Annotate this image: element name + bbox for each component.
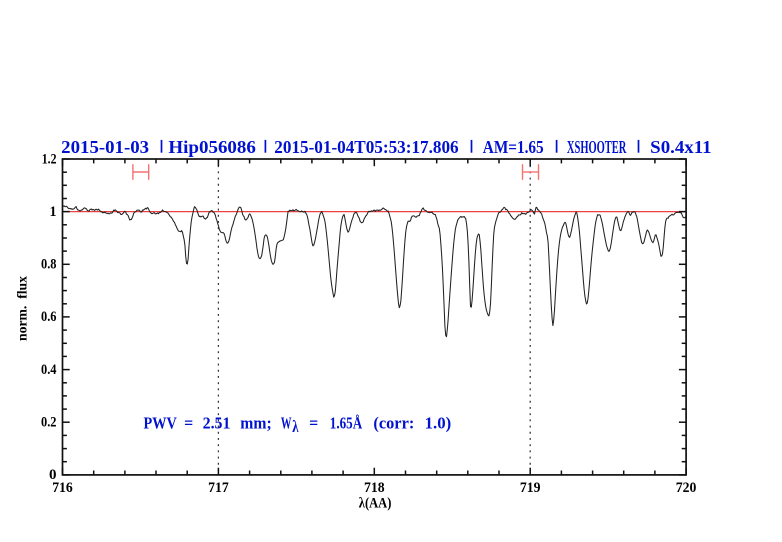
svg-text:1.2: 1.2	[42, 151, 57, 167]
svg-text:2.51: 2.51	[203, 414, 231, 433]
svg-text:0: 0	[49, 467, 57, 483]
svg-text:PWV: PWV	[144, 414, 177, 433]
svg-text:(corr:: (corr:	[373, 414, 414, 433]
svg-text:XSHOOTER: XSHOOTER	[567, 137, 627, 157]
svg-text:0.8: 0.8	[41, 257, 57, 273]
svg-text:mm;: mm;	[240, 414, 271, 433]
svg-text:AM=1.65: AM=1.65	[483, 137, 544, 157]
svg-text:719: 719	[520, 480, 541, 496]
svg-text:718: 718	[364, 480, 385, 496]
svg-text:2015-01-04T05:53:17.806: 2015-01-04T05:53:17.806	[274, 137, 458, 157]
svg-text:λ(AA): λ(AA)	[359, 495, 392, 511]
svg-text:1.0): 1.0)	[425, 414, 452, 433]
svg-text:1.65Å: 1.65Å	[330, 414, 362, 433]
svg-text:Hip056086: Hip056086	[168, 137, 256, 157]
svg-text:0.2: 0.2	[41, 415, 57, 431]
svg-text:norm. flux: norm. flux	[16, 276, 31, 341]
svg-text:0.4: 0.4	[41, 362, 57, 378]
svg-text:=: =	[184, 414, 193, 433]
svg-text:=: =	[309, 414, 318, 433]
svg-text:λ: λ	[292, 417, 299, 436]
svg-text:2015-01-03: 2015-01-03	[61, 137, 149, 157]
svg-text:720: 720	[676, 480, 697, 496]
svg-text:W: W	[281, 414, 292, 433]
svg-text:0.6: 0.6	[41, 309, 57, 325]
svg-text:716: 716	[52, 480, 73, 496]
svg-text:717: 717	[208, 480, 229, 496]
svg-text:S0.4x11: S0.4x11	[650, 137, 711, 157]
svg-text:1: 1	[50, 204, 57, 220]
